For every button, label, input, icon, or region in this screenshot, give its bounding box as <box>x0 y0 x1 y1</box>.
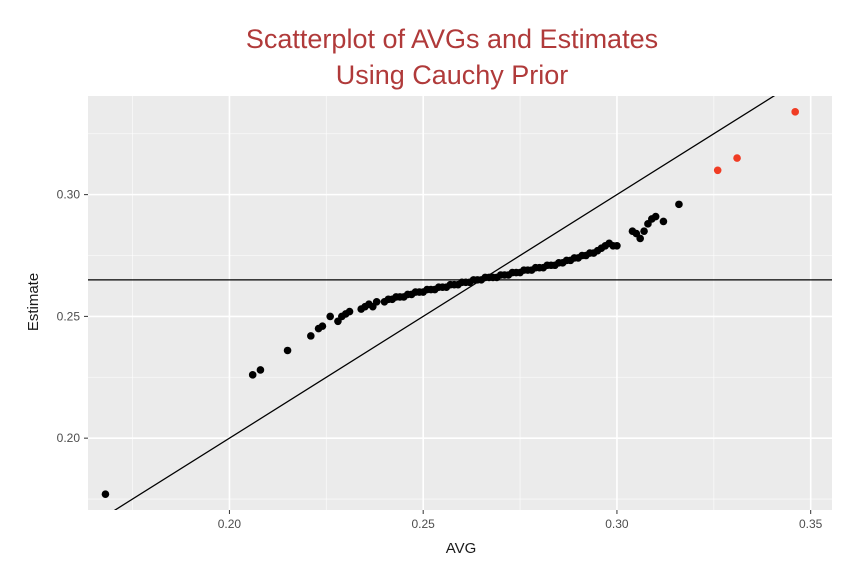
identity-line <box>113 96 776 510</box>
y-axis-ticks: 0.20 0.25 0.30 <box>57 188 88 445</box>
data-points <box>101 108 799 498</box>
data-point <box>613 241 621 250</box>
data-point <box>326 312 334 321</box>
y-tick-label: 0.25 <box>57 309 81 323</box>
data-point <box>101 490 110 498</box>
highlight-point <box>733 154 741 162</box>
data-point <box>659 217 668 226</box>
data-point <box>248 371 257 379</box>
x-tick-label: 0.20 <box>218 517 242 531</box>
data-point <box>675 200 683 209</box>
data-point <box>372 297 381 306</box>
data-point <box>283 346 292 355</box>
x-tick-label: 0.25 <box>412 517 436 531</box>
data-point <box>651 212 660 221</box>
y-tick-label: 0.20 <box>57 431 81 445</box>
x-tick-label: 0.35 <box>799 517 823 531</box>
x-tick-label: 0.30 <box>605 517 629 531</box>
plot-panel <box>88 96 832 510</box>
data-point <box>256 366 265 374</box>
data-point <box>640 227 648 235</box>
x-axis-ticks: 0.20 0.25 0.30 0.35 <box>218 510 823 531</box>
highlight-point <box>713 166 722 175</box>
data-point <box>636 234 644 243</box>
data-point <box>318 322 327 330</box>
chart-title-line-2: Using Cauchy Prior <box>336 60 569 90</box>
data-point <box>345 307 354 316</box>
chart-title-line-1: Scatterplot of AVGs and Estimates <box>246 24 658 54</box>
highlight-point <box>791 108 799 116</box>
data-point <box>307 332 315 340</box>
x-axis-label: AVG <box>446 540 477 557</box>
y-tick-label: 0.30 <box>57 188 81 202</box>
y-axis-label: Estimate <box>25 273 42 331</box>
panel-background <box>88 96 832 510</box>
